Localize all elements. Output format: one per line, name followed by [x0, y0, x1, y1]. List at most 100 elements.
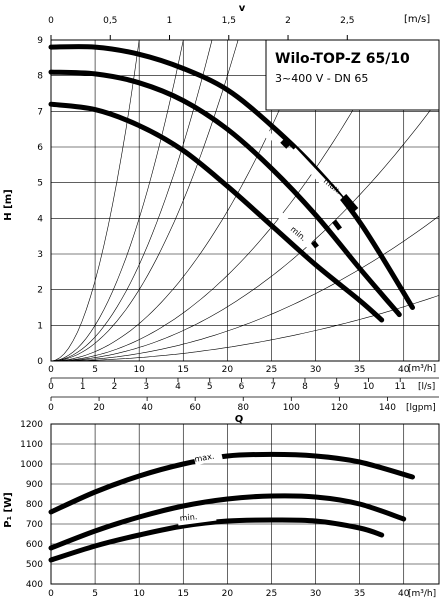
- system-curve: [50, 39, 140, 362]
- velocity-tick: 2: [285, 16, 291, 26]
- power-curve-3: [48, 517, 385, 563]
- power-series-label-min: min.: [179, 512, 197, 523]
- hq-y-tick: 3: [37, 250, 43, 260]
- power-x-axis: 0 5 10 15 20 25 30 35 40: [48, 589, 410, 599]
- power-x-tick: 20: [222, 589, 234, 599]
- power-curve-break: [194, 452, 223, 466]
- chart-subtitle: 3~400 V - DN 65: [275, 72, 368, 85]
- lgpm-axis: 0 20 40 60 80 100 120 140: [48, 396, 439, 413]
- power-grid: [50, 423, 439, 585]
- hq-curve-3: [48, 101, 385, 323]
- hq-ylabel: H [m]: [3, 189, 14, 220]
- velocity-tick: 1: [167, 16, 173, 26]
- lgpm-tick: 140: [379, 403, 396, 413]
- ls-tick: 3: [143, 382, 149, 392]
- system-curve: [50, 39, 213, 362]
- power-x-tick: 5: [92, 589, 98, 599]
- ls-tick: 2: [112, 382, 118, 392]
- lgpm-tick: 0: [48, 403, 54, 413]
- velocity-axis-name: v: [239, 3, 246, 14]
- hq-y-tick: 2: [37, 286, 43, 296]
- power-x-tick: 35: [354, 589, 365, 599]
- system-curve: [51, 295, 440, 362]
- hq-x-tick: 20: [222, 365, 234, 375]
- ls-axis-unit: [l/s]: [418, 382, 435, 392]
- system-curve: [50, 39, 239, 362]
- hq-y-tick: 8: [37, 72, 43, 82]
- velocity-tick: 2,5: [340, 16, 354, 26]
- velocity-tick: 0,5: [103, 16, 117, 26]
- power-x-tick: 30: [310, 589, 322, 599]
- hq-x-tick: 0: [48, 365, 54, 375]
- q-axis-name: Q: [235, 414, 244, 425]
- lgpm-tick: 60: [189, 403, 201, 413]
- power-x-unit: [m³/h]: [408, 589, 436, 599]
- velocity-axis: 0 0,5 1 1,5 2 2,5: [48, 16, 439, 41]
- power-y-tick: 400: [26, 580, 43, 590]
- power-curve-break: [177, 513, 217, 526]
- hq-y-tick: 6: [37, 143, 43, 153]
- hq-y-tick: 0: [37, 357, 43, 367]
- power-ylabel: P₁ [W]: [3, 492, 14, 527]
- ls-tick: 7: [270, 382, 276, 392]
- power-x-tick: 10: [133, 589, 145, 599]
- hq-y-tick: 4: [37, 214, 43, 224]
- hq-y-tick: 9: [37, 36, 43, 46]
- lgpm-tick: 120: [331, 403, 348, 413]
- lgpm-tick: 100: [283, 403, 300, 413]
- power-y-tick: 800: [26, 500, 43, 510]
- lgpm-tick: 40: [141, 403, 153, 413]
- power-y-tick: 1000: [20, 460, 43, 470]
- hq-x-tick: 5: [92, 365, 98, 375]
- hq-x-tick: 25: [266, 365, 277, 375]
- hq-curve-dash: [332, 219, 342, 231]
- system-curve: [51, 98, 440, 362]
- power-y-tick: 700: [26, 520, 43, 530]
- power-series: [48, 451, 415, 563]
- power-y-tick: 600: [26, 540, 43, 550]
- title-box: Wilo-TOP-Z 65/10 3~400 V - DN 65: [265, 39, 440, 111]
- power-x-tick: 15: [178, 589, 189, 599]
- velocity-tick: 1,5: [222, 16, 236, 26]
- power-series-label-max: max.: [194, 452, 215, 464]
- power-y-tick: 500: [26, 560, 43, 570]
- power-plot-frame: [50, 423, 440, 585]
- hq-x-unit: [m³/h]: [408, 364, 436, 374]
- power-y-tick: 900: [26, 480, 43, 490]
- power-curve-1: [48, 451, 415, 515]
- ls-tick: 9: [334, 382, 340, 392]
- ls-tick: 0: [48, 382, 54, 392]
- hq-x-tick: 30: [310, 365, 322, 375]
- hq-y-tick: 1: [37, 321, 43, 331]
- hq-x-tick: 10: [133, 365, 145, 375]
- hq-series: [48, 44, 415, 323]
- hq-x-tick: 40: [398, 365, 410, 375]
- power-x-tick: 0: [48, 589, 54, 599]
- power-x-tick: 25: [266, 589, 277, 599]
- lgpm-axis-unit: [lgpm]: [406, 403, 436, 413]
- hq-x-axis: 0 5 10 15 20 25 30 35 40: [48, 365, 410, 375]
- hq-y-axis: 0 1 2 3 4 5 6 7 8 9: [37, 36, 43, 367]
- hq-x-tick: 35: [354, 365, 365, 375]
- velocity-tick: 0: [48, 16, 54, 26]
- power-x-tick: 40: [398, 589, 410, 599]
- hq-curve-1: [48, 44, 415, 310]
- hq-curve-dash: [341, 194, 359, 212]
- hq-curve-break: [290, 147, 343, 203]
- power-y-axis: 400 500 600 700 800 900 1000 1100 1200: [20, 420, 43, 590]
- hq-curve-break: [255, 119, 275, 143]
- hq-curve-break: [277, 212, 315, 251]
- system-curve: [50, 39, 393, 362]
- hq-x-tick: 15: [178, 365, 189, 375]
- hq-y-tick: 7: [37, 107, 43, 117]
- power-y-tick: 1100: [20, 440, 43, 450]
- lgpm-tick: 20: [93, 403, 105, 413]
- system-curve: [51, 215, 440, 362]
- lgpm-tick: 80: [238, 403, 250, 413]
- system-curve: [50, 39, 184, 362]
- ls-tick: 1: [80, 382, 86, 392]
- velocity-axis-unit: [m/s]: [404, 14, 430, 25]
- ls-axis: 0 1 2 3 4 5 6 7 8 9 10 11: [48, 377, 439, 392]
- power-y-tick: 1200: [20, 420, 43, 430]
